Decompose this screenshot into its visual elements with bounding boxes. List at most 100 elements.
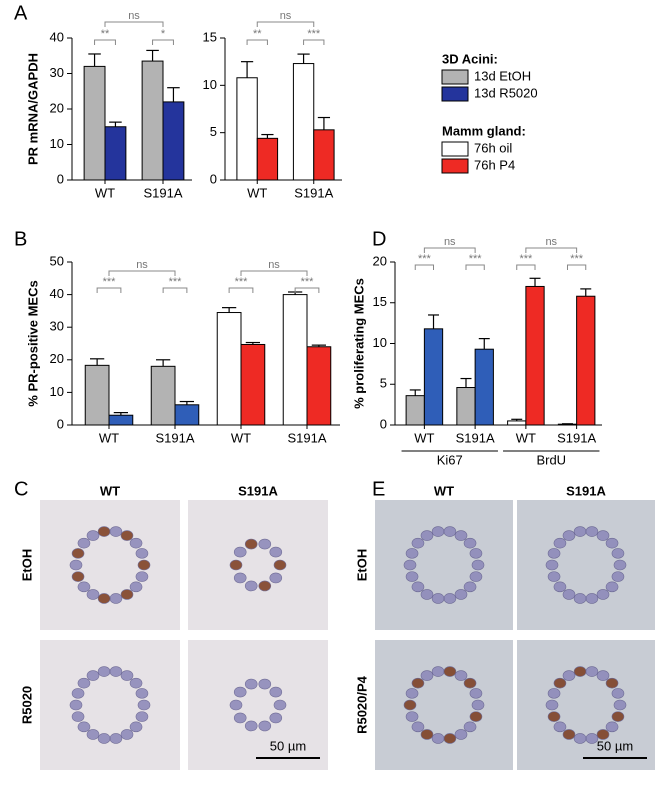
nucleus xyxy=(129,677,143,689)
y-tick-label: 10 xyxy=(50,384,64,399)
nucleus xyxy=(269,572,283,584)
bar xyxy=(162,101,185,181)
nucleus xyxy=(596,670,610,681)
nucleus xyxy=(77,677,91,689)
panel-label: A xyxy=(14,2,28,24)
nucleus xyxy=(244,720,258,732)
nucleus xyxy=(585,666,599,677)
micrograph xyxy=(188,640,328,770)
bar xyxy=(174,404,200,426)
nucleus xyxy=(547,688,561,699)
nucleus xyxy=(86,589,100,600)
nucleus xyxy=(431,666,445,677)
nucleus xyxy=(411,581,425,593)
significance-label: *** xyxy=(307,28,321,40)
nucleus xyxy=(97,526,111,537)
x-tick-label: WT xyxy=(231,430,251,445)
significance-bracket xyxy=(516,264,536,270)
nucleus xyxy=(229,559,243,571)
y-tick-label: 15 xyxy=(373,294,387,309)
y-tick-label: 40 xyxy=(50,29,64,44)
nucleus xyxy=(463,581,477,593)
nucleus xyxy=(403,699,417,711)
significance-label: *** xyxy=(235,276,249,288)
x-tick-label: S191A xyxy=(287,430,326,445)
bar xyxy=(306,346,332,426)
bar xyxy=(576,295,596,426)
scale-bar-label: 50 µm xyxy=(597,738,633,753)
nucleus xyxy=(553,581,567,593)
nucleus xyxy=(613,699,627,711)
nucleus xyxy=(463,721,477,733)
column-label: WT xyxy=(100,483,120,498)
nucleus xyxy=(405,571,419,582)
significance-bracket xyxy=(525,247,578,253)
nucleus xyxy=(454,589,468,600)
nucleus xyxy=(547,548,561,559)
y-tick-label: 15 xyxy=(203,29,217,44)
y-tick-label: 0 xyxy=(57,416,64,431)
y-tick-label: 10 xyxy=(373,335,387,350)
nucleus xyxy=(120,670,134,681)
x-tick-label: S191A xyxy=(294,185,333,200)
nucleus xyxy=(69,699,83,711)
nucleus xyxy=(596,729,610,740)
legend-swatch xyxy=(441,141,469,157)
y-tick-label: 20 xyxy=(373,253,387,268)
y-tick-label: 10 xyxy=(203,77,217,92)
bar xyxy=(292,63,315,181)
panel-label: D xyxy=(372,228,386,250)
nucleus xyxy=(233,686,247,698)
nucleus xyxy=(420,589,434,600)
nucleus xyxy=(405,548,419,559)
nucleus xyxy=(273,559,287,571)
nucleus xyxy=(411,677,425,689)
x-tick-label: S191A xyxy=(456,430,495,445)
bar xyxy=(83,65,106,181)
nucleus xyxy=(86,729,100,740)
nucleus xyxy=(269,546,283,558)
nucleus xyxy=(562,729,576,740)
nucleus xyxy=(553,677,567,689)
nucleus xyxy=(129,721,143,733)
nucleus xyxy=(573,593,587,604)
bar xyxy=(507,420,527,426)
nucleus xyxy=(443,593,457,604)
significance-label: ns xyxy=(545,236,557,248)
significance-bracket xyxy=(104,21,164,27)
bar xyxy=(256,137,279,181)
nucleus xyxy=(469,688,483,699)
nucleus xyxy=(420,729,434,740)
bar xyxy=(525,285,545,426)
nucleus xyxy=(135,548,149,559)
nucleus xyxy=(605,581,619,593)
bar xyxy=(423,328,444,426)
row-label: R5020 xyxy=(19,686,34,724)
nucleus xyxy=(137,699,151,711)
bar xyxy=(104,126,127,181)
nucleus xyxy=(420,530,434,541)
y-tick-label: 30 xyxy=(50,319,64,334)
panel-label: B xyxy=(14,228,27,250)
column-label: WT xyxy=(434,483,454,498)
y-tick-label: 20 xyxy=(50,351,64,366)
nucleus xyxy=(86,670,100,681)
nucleus xyxy=(258,678,272,690)
legend-swatch xyxy=(441,158,469,174)
nucleus xyxy=(454,670,468,681)
x-tick-label: WT xyxy=(247,185,267,200)
legend-label: 13d R5020 xyxy=(474,85,538,100)
micrograph xyxy=(375,500,513,630)
nucleus xyxy=(471,559,485,571)
nucleus xyxy=(411,537,425,549)
nucleus xyxy=(611,688,625,699)
significance-label: *** xyxy=(519,253,533,265)
micrograph xyxy=(40,640,180,770)
group-label: BrdU xyxy=(536,452,566,467)
nucleus xyxy=(443,733,457,744)
bar xyxy=(108,414,134,426)
nucleus xyxy=(135,688,149,699)
nucleus xyxy=(109,526,123,537)
nucleus xyxy=(86,530,100,541)
